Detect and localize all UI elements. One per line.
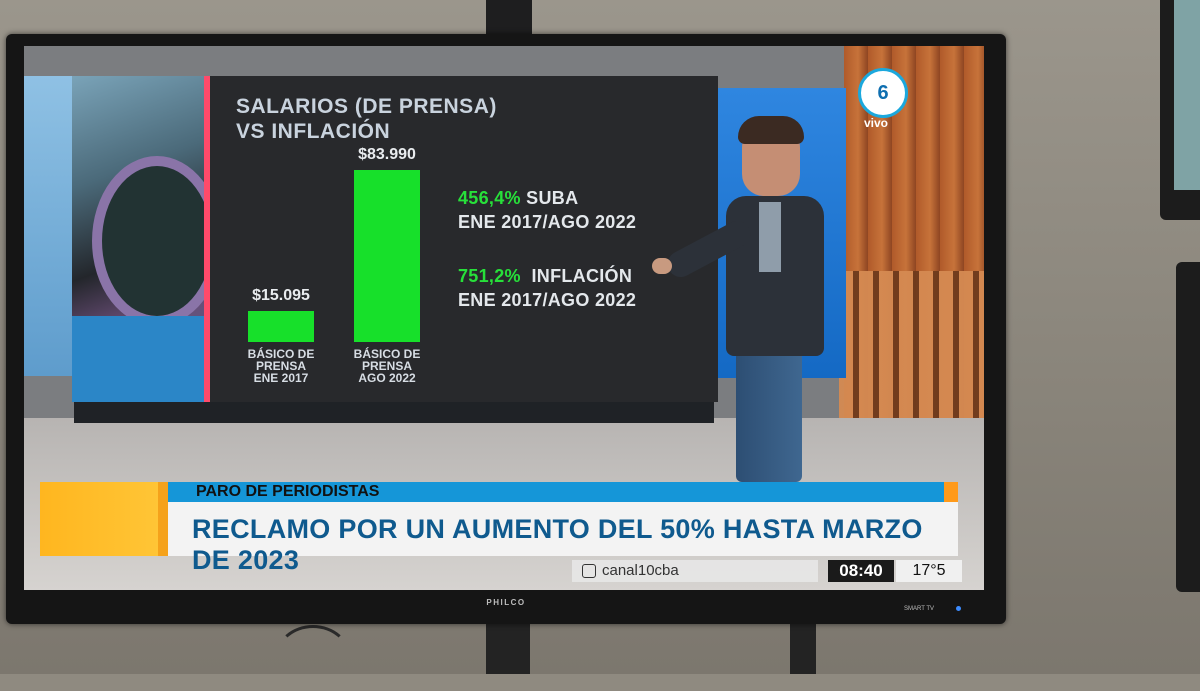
clock: 08:40 bbox=[828, 560, 894, 582]
chart-title: SALARIOS (DE PRENSA) VS INFLACIÓN bbox=[236, 94, 497, 144]
stat-raise: 456,4% SUBA ENE 2017/AGO 2022 bbox=[458, 186, 636, 234]
social-handle-bar: canal10cba bbox=[572, 560, 818, 582]
stat-raise-pct: 456,4% bbox=[458, 188, 521, 208]
lower-third-headline: RECLAMO POR UN AUMENTO DEL 50% HASTA MAR… bbox=[192, 514, 923, 575]
bar-2 bbox=[354, 170, 420, 342]
side-monitor bbox=[1160, 0, 1200, 220]
stat-raise-word: SUBA bbox=[526, 188, 579, 208]
lower-third-accent bbox=[944, 482, 958, 502]
channel-logo-icon: 6 bbox=[858, 68, 908, 118]
temperature: 17°5 bbox=[896, 560, 962, 582]
accent-bar bbox=[204, 76, 210, 402]
stand-pole-right bbox=[790, 620, 816, 674]
presenter bbox=[24, 46, 984, 590]
stat-raise-period: ENE 2017/AGO 2022 bbox=[458, 212, 637, 232]
stat-inflation-word: INFLACIÓN bbox=[531, 266, 633, 286]
screen-base bbox=[74, 401, 714, 423]
lower-third-kicker: PARO DE PERIODISTAS bbox=[196, 483, 380, 500]
graphic-board: SALARIOS (DE PRENSA) VS INFLACIÓN $15.09… bbox=[72, 76, 718, 402]
camera-photo bbox=[72, 76, 204, 402]
side-monitor-lower bbox=[1176, 262, 1200, 592]
mount-pole bbox=[486, 0, 532, 40]
social-handle: canal10cba bbox=[602, 562, 679, 579]
bar-value-label-2: $83.990 bbox=[358, 146, 416, 163]
bar-category-label-1: BÁSICO DE PRENSA ENE 2017 bbox=[247, 347, 315, 385]
bar-category-label-2: BÁSICO DE PRENSA AGO 2022 bbox=[353, 347, 421, 385]
stat-inflation-pct: 751,2% bbox=[458, 266, 521, 286]
presenter-hair bbox=[738, 116, 804, 144]
stand-pole bbox=[486, 620, 530, 674]
bar-1 bbox=[248, 311, 314, 342]
studio-wood-panels bbox=[839, 271, 984, 431]
presenter-legs bbox=[736, 346, 802, 482]
presenter-hand bbox=[652, 258, 672, 274]
chart-title-line2: VS INFLACIÓN bbox=[236, 120, 391, 143]
power-led bbox=[956, 606, 961, 611]
tv-screen: SALARIOS (DE PRENSA) VS INFLACIÓN $15.09… bbox=[24, 46, 984, 590]
bar-value-label-1: $15.095 bbox=[252, 287, 310, 304]
chart-title-line1: SALARIOS (DE PRENSA) bbox=[236, 95, 497, 118]
stat-inflation: 751,2% INFLACIÓN ENE 2017/AGO 2022 bbox=[458, 264, 636, 312]
lower-third-kicker-bar: PARO DE PERIODISTAS bbox=[168, 482, 944, 502]
lower-third-headline-bar: RECLAMO POR UN AUMENTO DEL 50% HASTA MAR… bbox=[168, 502, 958, 575]
channel-live-label: vivo bbox=[864, 116, 889, 130]
cable bbox=[275, 625, 351, 691]
camera-lens-image bbox=[92, 156, 204, 326]
tv-brand: PHILCO bbox=[486, 598, 526, 607]
presenter-shirt bbox=[759, 202, 781, 272]
studio-wall bbox=[24, 76, 74, 376]
stat-inflation-period: ENE 2017/AGO 2022 bbox=[458, 290, 637, 310]
instagram-icon bbox=[582, 564, 596, 578]
tv-model-label: SMART TV bbox=[904, 606, 935, 612]
